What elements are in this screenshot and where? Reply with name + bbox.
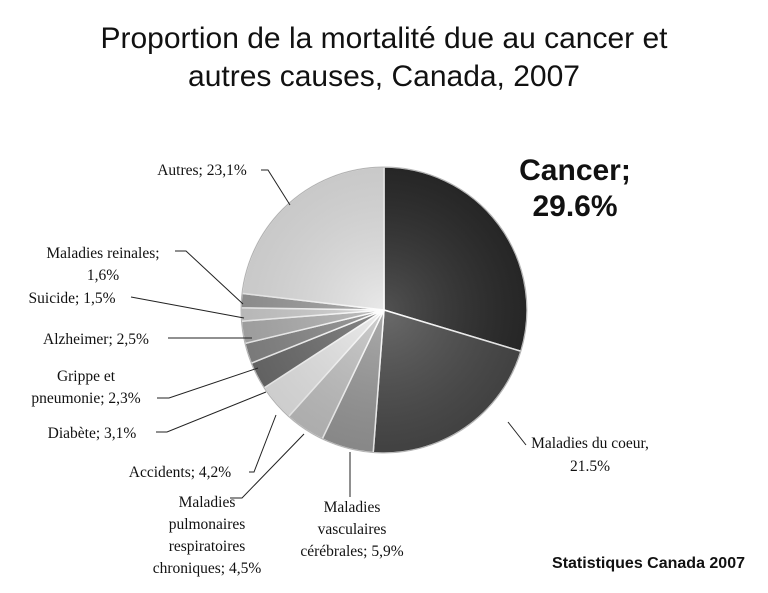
- slice-label-maladies-du-coeur-line: 21.5%: [570, 458, 610, 475]
- leader-line-grippe-et-pneumonie: [157, 367, 259, 399]
- slice-label-alzheimer: Alzheimer; 2,5%: [43, 331, 149, 348]
- slice-label-accidents-line: Accidents; 4,2%: [129, 464, 232, 481]
- slice-label-diabete-line: Diabète; 3,1%: [48, 425, 137, 442]
- slice-labels: Cancer; 29.6%Maladies du coeur, 21.5%Malad…: [29, 154, 649, 577]
- slice-label-maladies-pulmonaires-respiratoires-chroniques-line: pulmonaires: [169, 516, 246, 533]
- leader-line-maladies-pulmonaires-respiratoires-chroniques: [230, 433, 305, 499]
- slice-label-maladies-vasculaires-cerebrales-line: vasculaires: [318, 521, 387, 538]
- chart-title-line-1: Proportion de la mortalité due au cancer…: [101, 22, 669, 55]
- chart-title: Proportion de la mortalité due au cancer…: [101, 22, 669, 93]
- slice-label-alzheimer-line: Alzheimer; 2,5%: [43, 331, 149, 348]
- slice-label-maladies-reinales: Maladies reinales; 1,6%: [46, 245, 159, 284]
- slice-label-grippe-et-pneumonie-line: Grippe et: [57, 368, 116, 385]
- slice-label-autres-line: Autres; 23,1%: [157, 162, 247, 179]
- leader-line-autres: [261, 169, 291, 206]
- leader-line-maladies-reinales: [175, 250, 244, 305]
- slice-label-maladies-du-coeur: Maladies du coeur, 21.5%: [531, 435, 649, 475]
- slice-label-maladies-vasculaires-cerebrales-line: Maladies: [324, 499, 381, 516]
- slice-label-maladies-reinales-line: 1,6%: [87, 267, 119, 284]
- slice-label-maladies-pulmonaires-respiratoires-chroniques: Maladies pulmonaires respiratoires chroniqu…: [153, 494, 262, 577]
- slice-label-diabete: Diabète; 3,1%: [48, 425, 137, 442]
- slice-label-maladies-pulmonaires-respiratoires-chroniques-line: respiratoires: [169, 538, 246, 555]
- slice-label-grippe-et-pneumonie: Grippe et pneumonie; 2,3%: [31, 368, 140, 407]
- slice-label-maladies-pulmonaires-respiratoires-chroniques-line: chroniques; 4,5%: [153, 560, 262, 577]
- slice-label-maladies-vasculaires-cerebrales-line: cérébrales; 5,9%: [300, 543, 403, 560]
- leader-line-maladies-du-coeur: [507, 421, 527, 446]
- slice-label-maladies-reinales-line: Maladies reinales;: [46, 245, 159, 262]
- slice-label-cancer-line: Cancer;: [519, 154, 631, 187]
- pie-slice-autres: [241, 166, 385, 311]
- slice-label-maladies-du-coeur-line: Maladies du coeur,: [531, 435, 649, 452]
- source-note: Statistiques Canada 2007: [552, 555, 745, 572]
- slice-label-autres: Autres; 23,1%: [157, 162, 247, 179]
- slice-label-grippe-et-pneumonie-line: pneumonie; 2,3%: [31, 390, 140, 407]
- slice-label-cancer-line: 29.6%: [532, 190, 617, 223]
- leader-line-diabete: [156, 391, 267, 433]
- slice-label-maladies-pulmonaires-respiratoires-chroniques-line: Maladies: [179, 494, 236, 511]
- slice-label-suicide-line: Suicide; 1,5%: [29, 290, 116, 307]
- leader-line-accidents: [249, 414, 277, 473]
- slice-label-maladies-vasculaires-cerebrales: Maladies vasculaires cérébrales; 5,9%: [300, 499, 403, 560]
- leader-line-suicide: [130, 296, 245, 319]
- pie-slices: [240, 166, 528, 454]
- slice-label-suicide: Suicide; 1,5%: [29, 290, 116, 307]
- slice-label-accidents: Accidents; 4,2%: [129, 464, 232, 481]
- slice-label-cancer: Cancer; 29.6%: [519, 154, 631, 223]
- chart-title-line-2: autres causes, Canada, 2007: [188, 60, 580, 93]
